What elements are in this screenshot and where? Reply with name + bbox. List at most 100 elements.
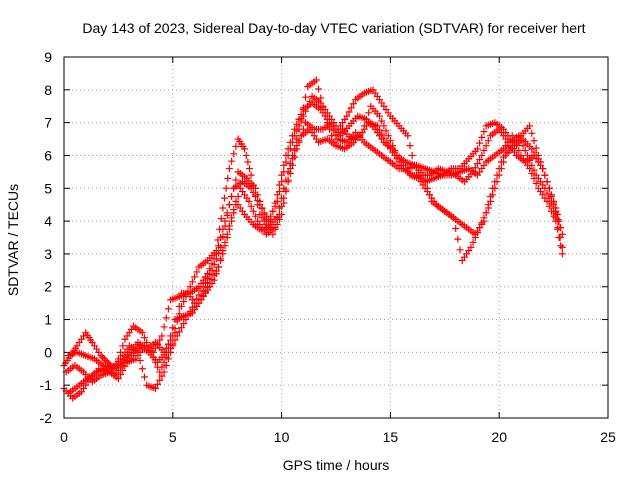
data-point	[384, 132, 392, 140]
data-point	[119, 342, 127, 350]
data-point	[204, 270, 212, 278]
data-point	[212, 267, 220, 275]
data-point	[526, 122, 534, 130]
data-point	[114, 375, 122, 383]
x-tick-label: 5	[169, 429, 177, 445]
y-tick-label: -2	[40, 410, 53, 426]
data-point	[456, 246, 464, 254]
data-point	[532, 144, 540, 152]
data-point	[158, 372, 166, 380]
data-point	[478, 133, 486, 141]
data-point	[306, 97, 314, 105]
data-point	[408, 151, 416, 159]
data-point	[162, 314, 170, 322]
data-point	[222, 184, 230, 192]
data-point	[545, 184, 553, 192]
data-point	[476, 156, 484, 164]
data-point	[247, 171, 255, 179]
data-point	[206, 265, 214, 273]
data-point	[221, 217, 229, 225]
data-point	[500, 158, 508, 166]
data-point	[225, 201, 233, 209]
data-point	[186, 283, 194, 291]
data-point	[278, 178, 286, 186]
data-point	[156, 336, 164, 344]
data-point	[476, 139, 484, 147]
data-point	[315, 85, 323, 93]
data-point	[450, 214, 458, 222]
data-points	[60, 76, 566, 402]
data-point	[554, 217, 562, 225]
data-point	[212, 250, 220, 258]
data-point	[197, 287, 205, 295]
data-point	[358, 128, 366, 136]
chart-title: Day 143 of 2023, Sidereal Day-to-day VTE…	[82, 20, 585, 36]
data-point	[162, 348, 170, 356]
y-tick-label: 4	[44, 213, 52, 229]
data-point	[258, 205, 266, 213]
data-point	[206, 279, 214, 287]
data-point	[214, 242, 222, 250]
data-point	[528, 161, 536, 169]
data-point	[543, 178, 551, 186]
data-point	[178, 324, 186, 332]
data-point	[349, 100, 357, 108]
data-point	[360, 122, 368, 130]
data-point	[141, 334, 149, 342]
data-point	[254, 197, 262, 205]
x-tick-label: 25	[600, 429, 616, 445]
data-point	[495, 171, 503, 179]
data-point	[302, 107, 310, 115]
data-point	[223, 230, 231, 238]
data-point	[271, 224, 279, 232]
data-point	[228, 192, 236, 200]
axis-ticks	[63, 56, 609, 419]
y-tick-label: 0	[44, 344, 52, 360]
series-track-5	[67, 112, 562, 396]
data-point	[295, 122, 303, 130]
data-point	[180, 320, 188, 328]
data-point	[469, 238, 477, 246]
data-point	[556, 234, 564, 241]
data-point	[156, 376, 164, 384]
data-point	[191, 273, 199, 281]
data-point	[295, 138, 303, 146]
data-point	[523, 151, 531, 159]
data-point	[293, 145, 301, 153]
data-point	[284, 178, 292, 186]
data-point	[345, 108, 353, 116]
data-point	[154, 380, 162, 388]
data-point	[164, 305, 172, 313]
data-point	[550, 201, 558, 209]
data-point	[404, 132, 412, 140]
y-tick-label: 6	[44, 147, 52, 163]
plot-frame	[63, 56, 609, 419]
data-point	[480, 147, 488, 155]
grid	[64, 57, 608, 418]
data-point	[169, 342, 177, 350]
data-point	[141, 373, 149, 381]
data-point	[188, 278, 196, 286]
data-point	[380, 122, 388, 130]
data-point	[419, 171, 427, 179]
data-point	[151, 344, 159, 352]
data-point	[247, 202, 255, 210]
data-point	[230, 206, 238, 214]
data-point	[228, 214, 236, 222]
y-tick-label: 3	[44, 246, 52, 262]
data-point	[476, 224, 484, 232]
data-point	[539, 165, 547, 173]
data-point	[478, 151, 486, 159]
data-point	[273, 197, 281, 205]
data-point	[228, 157, 236, 165]
data-point	[554, 224, 562, 232]
data-point	[541, 171, 549, 179]
data-point	[297, 117, 305, 125]
data-point	[247, 184, 255, 192]
data-point	[473, 145, 481, 153]
data-point	[242, 151, 250, 159]
data-point	[269, 207, 277, 215]
data-point	[99, 353, 107, 361]
data-point	[278, 202, 286, 210]
data-point	[158, 363, 166, 371]
